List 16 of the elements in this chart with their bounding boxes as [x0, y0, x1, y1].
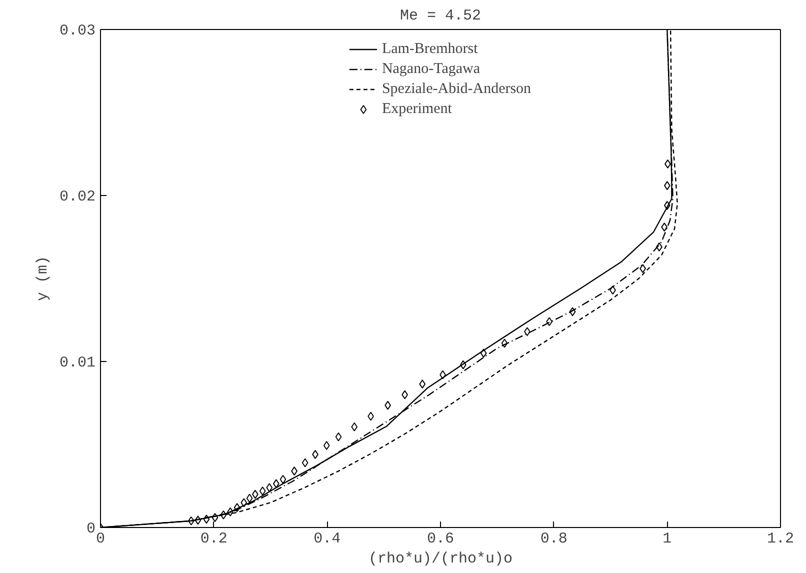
x-tick-label: 0.6: [427, 530, 454, 548]
y-axis-title: y (m): [34, 256, 52, 302]
legend-label: Lam-Bremhorst: [382, 40, 478, 58]
x-tick-label: 0.4: [314, 530, 341, 548]
x-tick-label: 1.2: [767, 530, 794, 548]
x-axis-title: (rho*u)/(rho*u)o: [368, 550, 513, 568]
y-tick-label: 0.03: [59, 22, 96, 40]
y-tick-label: 0.02: [59, 188, 96, 206]
x-tick-label: 0.8: [540, 530, 568, 548]
legend-label: Nagano-Tagawa: [382, 60, 480, 78]
chart-title: Me = 4.52: [400, 8, 482, 24]
x-tick-label: 1: [662, 530, 672, 548]
y-tick-label: 0.01: [59, 354, 96, 372]
x-tick-label: 0.2: [200, 530, 228, 548]
legend-label: Speziale-Abid-Anderson: [382, 80, 532, 98]
legend-label: Experiment: [382, 100, 452, 118]
